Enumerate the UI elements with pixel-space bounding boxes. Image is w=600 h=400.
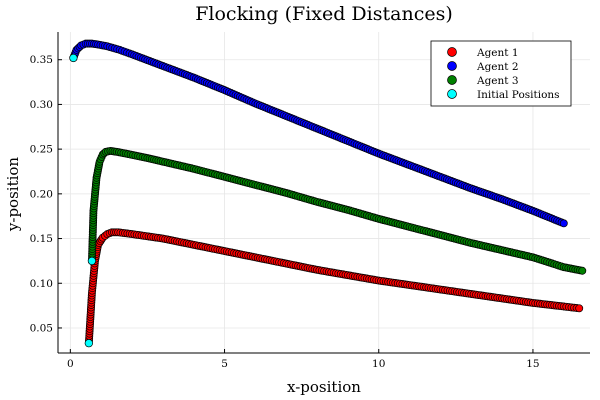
- initial-position-point: [84, 339, 93, 348]
- initial-position-point: [69, 53, 78, 63]
- x-tick-label: 15: [526, 358, 539, 370]
- chart-title: Flocking (Fixed Distances): [195, 3, 453, 25]
- y-ticks: 0.05 0.10 0.15 0.20 0.25 0.30 0.35: [30, 54, 62, 334]
- y-tick-label: 0.35: [30, 54, 53, 66]
- series-2: [69, 39, 568, 228]
- y-tick-label: 0.05: [30, 322, 53, 334]
- y-tick-label: 0.20: [30, 188, 53, 200]
- legend-label: Agent 2: [476, 61, 519, 73]
- x-tick-label: 10: [372, 358, 385, 370]
- legend-label: Agent 3: [476, 75, 519, 87]
- y-tick-label: 0.25: [30, 144, 53, 156]
- x-ticks: 0 5 10 15: [67, 349, 540, 370]
- x-axis-label: x-position: [287, 378, 361, 396]
- data-series: [69, 39, 587, 348]
- x-tick-label: 5: [221, 358, 228, 370]
- series-initial-positions: [69, 53, 97, 348]
- y-axis-label: y-position: [4, 157, 22, 233]
- legend-marker: [447, 61, 457, 71]
- legend-marker: [447, 89, 457, 99]
- legend-label: Initial Positions: [477, 89, 560, 101]
- data-point: [578, 266, 587, 275]
- y-tick-label: 0.30: [30, 99, 53, 111]
- data-point: [575, 304, 584, 313]
- series-3: [87, 146, 587, 275]
- initial-position-point: [87, 256, 97, 266]
- y-tick-label: 0.10: [30, 278, 53, 290]
- legend-marker: [447, 47, 457, 57]
- legend-label: Agent 1: [476, 47, 519, 59]
- legend: Agent 1 Agent 2 Agent 3 Initial Positions: [430, 40, 572, 107]
- axes: [57, 32, 590, 354]
- x-tick-label: 0: [67, 358, 74, 370]
- legend-marker: [447, 75, 457, 85]
- data-point: [559, 219, 568, 228]
- y-tick-label: 0.15: [30, 233, 53, 245]
